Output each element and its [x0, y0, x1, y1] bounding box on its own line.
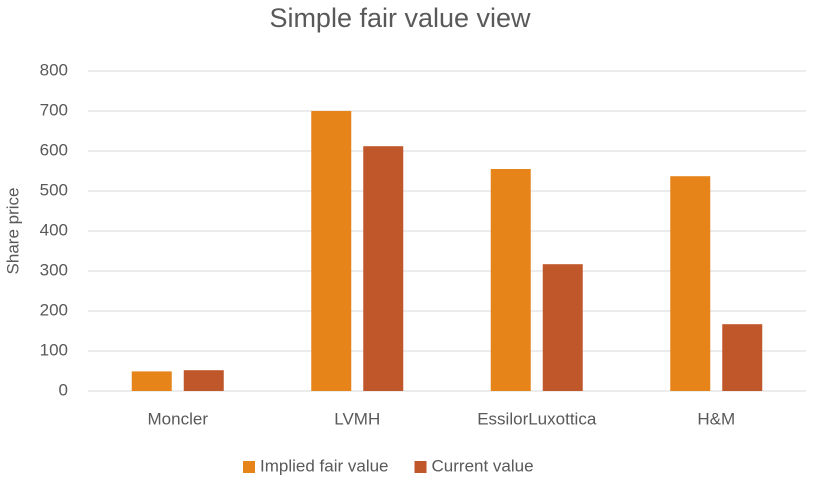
bar	[183, 370, 224, 391]
bar	[722, 324, 763, 391]
legend-label: Current value	[432, 456, 534, 475]
y-tick-label: 300	[40, 260, 68, 279]
y-tick-label: 200	[40, 300, 68, 319]
x-tick-label: H&M	[697, 409, 735, 428]
y-axis-label: Share price	[3, 188, 22, 275]
legend-label: Implied fair value	[260, 456, 389, 475]
y-tick-label: 0	[59, 380, 68, 399]
x-tick-label: Moncler	[148, 409, 209, 428]
x-tick-label: LVMH	[334, 409, 380, 428]
bar	[490, 169, 531, 391]
bar	[542, 264, 583, 391]
chart-title: Simple fair value view	[269, 3, 531, 33]
y-tick-label: 800	[40, 60, 68, 79]
legend-swatch	[414, 461, 427, 473]
bar	[131, 371, 172, 391]
y-tick-label: 500	[40, 180, 68, 199]
legend-swatch	[243, 461, 255, 473]
y-tick-label: 600	[40, 140, 68, 159]
bar	[311, 111, 352, 391]
y-tick-label: 700	[40, 100, 68, 119]
x-tick-label: EssilorLuxottica	[477, 409, 597, 428]
bar	[363, 146, 404, 391]
bar	[670, 176, 711, 391]
y-tick-label: 100	[40, 340, 68, 359]
y-tick-label: 400	[40, 220, 68, 239]
